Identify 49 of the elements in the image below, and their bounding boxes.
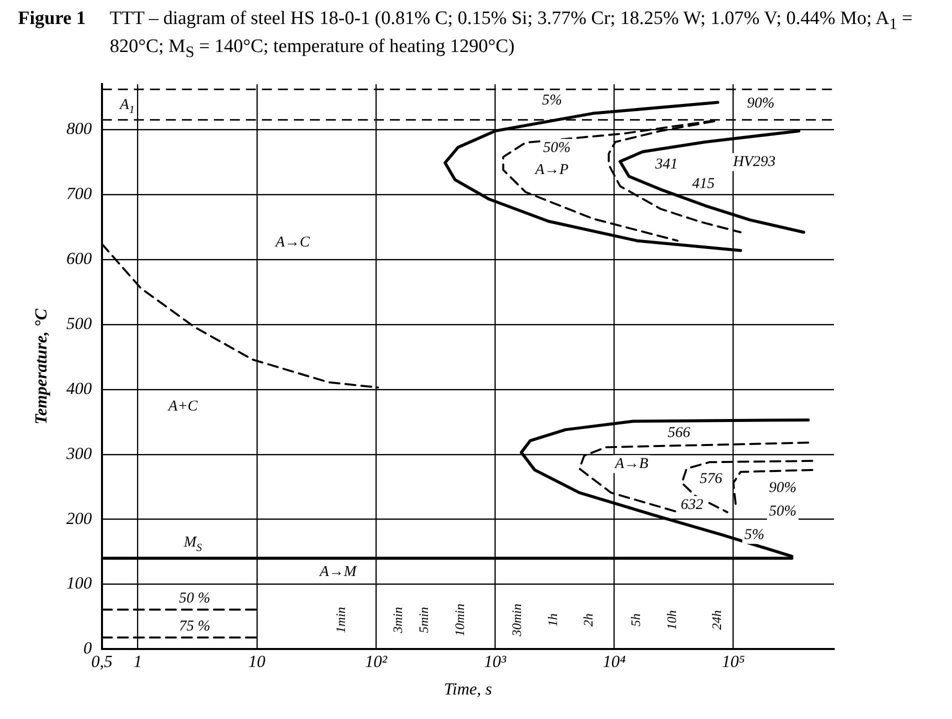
y-tick-label: 700 bbox=[66, 184, 92, 203]
annotation: A→C bbox=[274, 234, 311, 250]
annotation: 50 % bbox=[178, 590, 210, 606]
annotation: A+C bbox=[167, 398, 199, 414]
annotation: 1min bbox=[332, 606, 348, 633]
annotation: HV293 bbox=[732, 154, 776, 170]
annotation: 10h bbox=[664, 610, 679, 630]
annotation: 90% bbox=[747, 95, 775, 112]
y-tick-label: 600 bbox=[66, 248, 92, 268]
annotation: 5% bbox=[744, 526, 764, 542]
x-axis-title: Time, s bbox=[444, 678, 492, 698]
y-tick-label: 100 bbox=[66, 573, 92, 592]
annotation: 5h bbox=[628, 613, 644, 626]
chart-title: Figure 1 bbox=[18, 8, 86, 31]
y-tick-label: 500 bbox=[66, 314, 92, 333]
annotation: 576 bbox=[700, 470, 723, 487]
annotation: 24h bbox=[709, 610, 724, 630]
annotation: 5min bbox=[416, 606, 432, 633]
annotation: 10min bbox=[452, 603, 468, 636]
annotation: 566 bbox=[668, 424, 691, 440]
annotation: 1h bbox=[544, 613, 560, 626]
y-axis-title: Temperature, °C bbox=[32, 308, 51, 424]
x-tick-label: 10 bbox=[248, 651, 266, 670]
annotation: 415 bbox=[692, 176, 716, 192]
annotation: 50% bbox=[769, 503, 797, 520]
text: TTT – diagram of steel HS 18-0-1 (0.81% C; 0.15% Si; 3.77% Cr; 18.25% W; 1.07% V; 0.44% Mo; A$_{1}$ = 820°C; M$_{S}$ = 140°C; temperature of heating 1290°C) bbox=[110, 8, 913, 61]
x-tick-label: 0,5 bbox=[91, 651, 113, 670]
x-tick-label: 1 bbox=[134, 651, 142, 670]
y-tick-label: 400 bbox=[66, 378, 92, 398]
annotation: 632 bbox=[680, 496, 704, 513]
y-tick-label: 0 bbox=[83, 638, 92, 658]
annotation: A→P bbox=[534, 161, 569, 178]
annotation: 5% bbox=[542, 92, 562, 108]
x-tick-label: 10² bbox=[364, 651, 388, 670]
annotation: 50% bbox=[543, 139, 571, 156]
annotation: A→B bbox=[614, 456, 648, 472]
annotation: 3min bbox=[390, 606, 405, 634]
annotation: 341 bbox=[654, 156, 678, 172]
y-tick-label: 800 bbox=[66, 118, 92, 138]
annotation: 2h bbox=[580, 613, 596, 626]
x-tick-label: 10³ bbox=[484, 651, 508, 670]
annotation: 75 % bbox=[178, 618, 210, 634]
annotation: 30min bbox=[508, 603, 524, 637]
y-tick-label: 300 bbox=[65, 443, 92, 462]
x-tick-label: 10⁴ bbox=[602, 651, 626, 670]
annotation: 90% bbox=[769, 480, 797, 496]
y-tick-label: 200 bbox=[66, 508, 92, 528]
annotation: A→M bbox=[318, 563, 358, 580]
x-tick-label: 10⁵ bbox=[722, 651, 745, 670]
